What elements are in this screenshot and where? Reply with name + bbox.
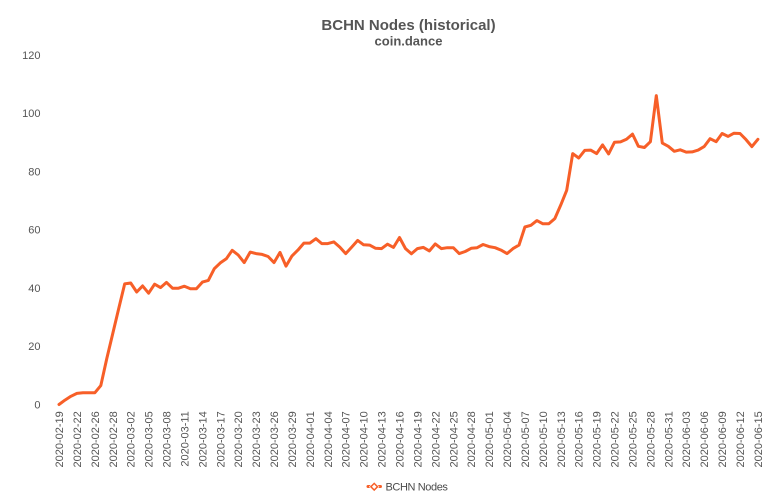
svg-text:2020-05-13: 2020-05-13 (556, 411, 568, 467)
svg-text:2020-05-07: 2020-05-07 (520, 411, 532, 467)
svg-text:2020-04-16: 2020-04-16 (395, 411, 407, 467)
svg-text:2020-06-09: 2020-06-09 (717, 411, 729, 467)
svg-text:2020-04-13: 2020-04-13 (377, 411, 389, 467)
svg-text:2020-02-26: 2020-02-26 (90, 411, 102, 467)
svg-text:2020-03-05: 2020-03-05 (144, 411, 156, 467)
svg-text:2020-03-11: 2020-03-11 (179, 411, 191, 466)
svg-text:2020-03-17: 2020-03-17 (215, 411, 227, 467)
svg-text:2020-02-28: 2020-02-28 (108, 411, 120, 467)
svg-text:2020-05-16: 2020-05-16 (574, 411, 586, 467)
svg-text:100: 100 (22, 108, 40, 120)
svg-text:2020-03-14: 2020-03-14 (197, 411, 209, 467)
svg-text:2020-04-04: 2020-04-04 (323, 411, 335, 467)
svg-text:2020-03-20: 2020-03-20 (233, 411, 245, 467)
svg-text:2020-04-25: 2020-04-25 (448, 411, 460, 467)
svg-text:2020-05-25: 2020-05-25 (628, 411, 640, 467)
svg-text:80: 80 (28, 166, 40, 178)
svg-text:0: 0 (34, 400, 40, 412)
svg-text:BCHN Nodes: BCHN Nodes (386, 482, 449, 494)
svg-text:2020-05-28: 2020-05-28 (645, 411, 657, 467)
svg-text:2020-06-06: 2020-06-06 (699, 411, 711, 467)
svg-text:60: 60 (28, 225, 40, 237)
svg-text:2020-06-15: 2020-06-15 (753, 411, 765, 467)
svg-text:2020-04-28: 2020-04-28 (466, 411, 478, 467)
svg-text:2020-04-07: 2020-04-07 (341, 411, 353, 467)
svg-text:2020-05-31: 2020-05-31 (663, 411, 675, 467)
svg-text:BCHN Nodes (historical): BCHN Nodes (historical) (321, 17, 495, 34)
svg-text:2020-03-29: 2020-03-29 (287, 411, 299, 467)
svg-text:2020-03-26: 2020-03-26 (269, 411, 281, 467)
svg-text:2020-06-12: 2020-06-12 (735, 411, 747, 467)
svg-text:120: 120 (22, 50, 40, 62)
svg-text:2020-03-08: 2020-03-08 (162, 411, 174, 467)
svg-text:2020-05-10: 2020-05-10 (538, 411, 550, 467)
svg-text:2020-06-03: 2020-06-03 (681, 411, 693, 467)
svg-text:2020-04-22: 2020-04-22 (430, 411, 442, 467)
svg-text:2020-05-01: 2020-05-01 (484, 411, 496, 467)
svg-text:2020-05-22: 2020-05-22 (610, 411, 622, 467)
svg-text:coin.dance: coin.dance (375, 34, 443, 49)
svg-text:2020-05-04: 2020-05-04 (502, 411, 514, 467)
svg-text:2020-03-23: 2020-03-23 (251, 411, 263, 467)
svg-text:40: 40 (28, 283, 40, 295)
svg-text:20: 20 (28, 341, 40, 353)
svg-text:2020-04-10: 2020-04-10 (359, 411, 371, 467)
svg-text:2020-05-19: 2020-05-19 (592, 411, 604, 467)
svg-text:2020-04-19: 2020-04-19 (412, 411, 424, 467)
svg-text:2020-02-19: 2020-02-19 (54, 411, 66, 467)
svg-text:2020-04-01: 2020-04-01 (305, 411, 317, 467)
svg-text:2020-02-22: 2020-02-22 (72, 411, 84, 467)
svg-text:2020-03-02: 2020-03-02 (126, 411, 138, 467)
